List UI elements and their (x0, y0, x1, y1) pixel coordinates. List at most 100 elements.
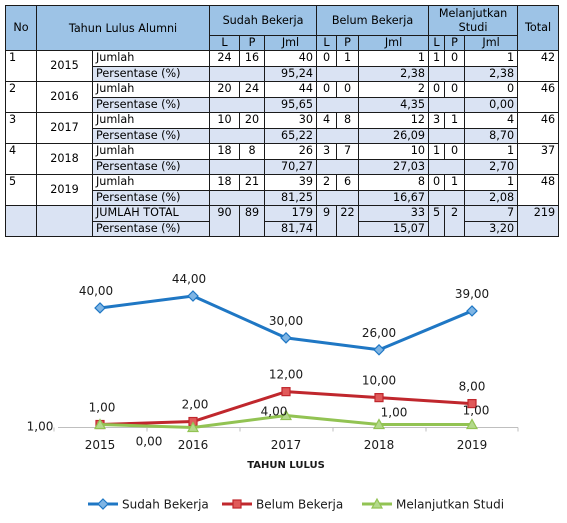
cell-sb-p: 20 (239, 112, 266, 129)
summary-ms-jml: 7 (464, 205, 519, 222)
cell-sb-pct-empty (209, 96, 266, 113)
table-row: 4 2018 Jumlah 18 8 26 3 7 10 1 0 1 37 (5, 143, 560, 175)
summary-sb-jml: 179 (264, 205, 318, 222)
cell-bb-pct: 4,35 (358, 96, 430, 113)
summary-total: 219 (517, 205, 560, 237)
cell-ms-pct-empty (428, 127, 466, 144)
cell-ms-l: 1 (428, 50, 446, 67)
cell-bb-p: 0 (336, 81, 360, 98)
cell-bb-jml: 12 (358, 112, 430, 129)
cell-ms-jml: 1 (464, 50, 519, 67)
cell-bb-pct: 26,09 (358, 127, 430, 144)
cell-bb-pct-empty (316, 65, 360, 82)
row-year: 2015 (36, 50, 93, 82)
header-sb-p: P (239, 35, 266, 51)
legend-label: Melanjutkan Studi (396, 498, 504, 512)
header-ms-l: L (428, 35, 446, 51)
cell-ms-pct: 2,08 (464, 189, 519, 206)
summary-label-jumlah: JUMLAH TOTAL (91, 205, 211, 222)
data-label: 1,00 (89, 401, 116, 415)
cell-ms-pct-empty (428, 65, 466, 82)
cell-sb-pct: 95,24 (264, 65, 318, 82)
row-label-persen: Persentase (%) (91, 189, 211, 206)
cell-total: 46 (517, 81, 560, 113)
data-label: 39,00 (455, 287, 489, 301)
data-point (465, 418, 479, 430)
cell-sb-jml: 26 (264, 143, 318, 160)
summary-bb-pct: 15,07 (358, 220, 430, 237)
data-label: 4,00 (261, 405, 288, 419)
cell-ms-pct: 2,38 (464, 65, 519, 82)
cell-bb-p: 8 (336, 112, 360, 129)
row-label-persen: Persentase (%) (91, 65, 211, 82)
cell-total: 46 (517, 112, 560, 144)
data-point (279, 409, 293, 421)
cell-sb-l: 18 (209, 174, 241, 191)
row-label-jumlah: Jumlah (91, 112, 211, 129)
alumni-table-body: 1 2015 Jumlah 24 16 40 0 1 1 1 0 1 42 Persentase (%) 9… (5, 50, 560, 237)
cell-bb-p: 7 (336, 143, 360, 160)
cell-sb-l: 18 (209, 143, 241, 160)
cell-ms-p: 1 (444, 112, 466, 129)
cell-sb-pct-empty (209, 65, 266, 82)
cell-sb-l: 24 (209, 50, 241, 67)
cell-ms-l: 1 (428, 143, 446, 160)
data-label: 26,00 (362, 326, 396, 340)
row-label-jumlah: Jumlah (91, 81, 211, 98)
summary-sb-p: 89 (239, 205, 266, 237)
summary-row: JUMLAH TOTAL 90 89 179 9 22 33 5 2 7 219 (5, 205, 560, 237)
row-label-jumlah: Jumlah (91, 50, 211, 67)
row-year: 2017 (36, 112, 93, 144)
row-year: 2016 (36, 81, 93, 113)
data-label: 1,00 (463, 404, 490, 418)
header-ms-jml: Jml (464, 35, 519, 51)
cell-ms-jml: 4 (464, 112, 519, 129)
cell-bb-jml: 2 (358, 81, 430, 98)
data-label: 40,00 (79, 284, 113, 298)
cell-bb-p: 1 (336, 50, 360, 67)
cell-ms-pct: 0,00 (464, 96, 519, 113)
cell-bb-pct-empty (316, 158, 360, 175)
data-point (187, 290, 199, 302)
cell-sb-pct-empty (209, 127, 266, 144)
data-point (374, 393, 384, 403)
cell-sb-pct: 70,27 (264, 158, 318, 175)
legend-label: Belum Bekerja (256, 498, 343, 512)
row-no: 1 (5, 50, 37, 82)
summary-bb-p: 22 (336, 205, 360, 237)
cell-bb-pct: 27,03 (358, 158, 430, 175)
cell-bb-pct-empty (316, 189, 360, 206)
cell-bb-jml: 10 (358, 143, 430, 160)
header-total: Total (517, 5, 560, 51)
cell-total: 48 (517, 174, 560, 206)
legend-marker (232, 499, 242, 509)
cell-sb-l: 10 (209, 112, 241, 129)
cell-bb-l: 2 (316, 174, 338, 191)
data-label: 0,00 (136, 435, 163, 449)
cell-sb-jml: 44 (264, 81, 318, 98)
x-tick-label: 2015 (85, 438, 116, 452)
data-point (186, 421, 200, 433)
cell-ms-p: 0 (444, 50, 466, 67)
cell-total: 37 (517, 143, 560, 175)
summary-sb-pct: 81,74 (264, 220, 318, 237)
table-row-percent: Persentase (%) 95,65 4,35 0,00 (6, 96, 559, 113)
header-sb-l: L (209, 35, 241, 51)
data-label: 2,00 (182, 398, 209, 412)
cell-bb-p: 6 (336, 174, 360, 191)
cell-bb-pct-empty (316, 96, 360, 113)
cell-sb-jml: 40 (264, 50, 318, 67)
data-point (373, 343, 385, 356)
row-no: 3 (5, 112, 37, 144)
cell-sb-p: 8 (239, 143, 266, 160)
data-point (466, 305, 478, 317)
cell-sb-p: 24 (239, 81, 266, 98)
cell-ms-l: 3 (428, 112, 446, 129)
data-point (93, 418, 107, 430)
cell-bb-l: 0 (316, 81, 338, 98)
x-tick-label: 2016 (178, 438, 209, 452)
cell-ms-p: 0 (444, 81, 466, 98)
data-point (372, 418, 386, 430)
legend-marker (97, 498, 109, 510)
data-label: 8,00 (459, 380, 486, 394)
